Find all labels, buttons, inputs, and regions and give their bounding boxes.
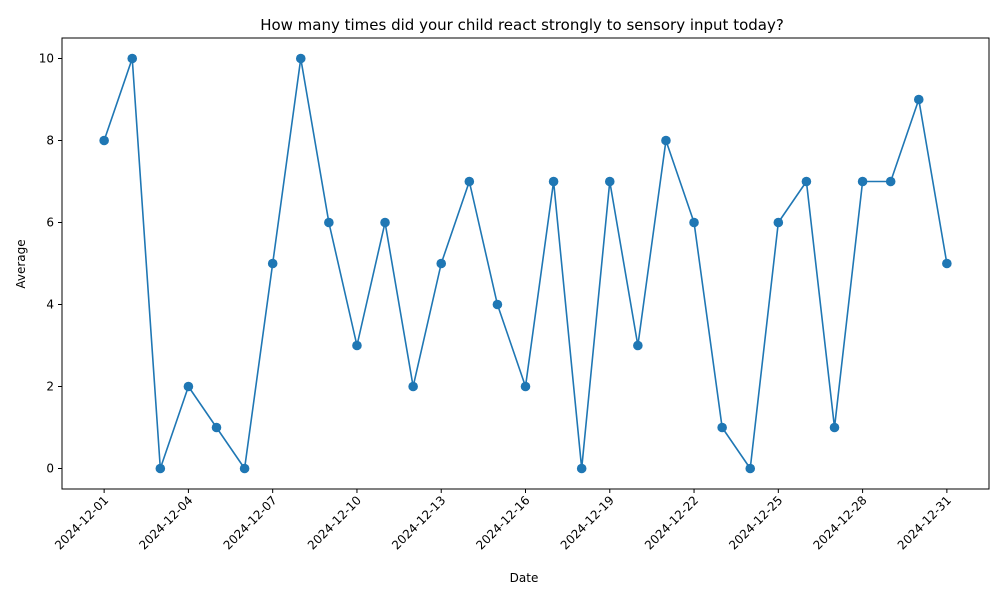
data-point xyxy=(295,53,306,64)
x-tick-label: 2024-12-07 xyxy=(221,493,280,552)
x-tick-label: 2024-12-10 xyxy=(305,493,364,552)
data-point xyxy=(717,422,727,433)
data-point xyxy=(520,381,531,392)
chart-title: How many times did your child react stro… xyxy=(260,16,784,34)
data-point xyxy=(492,299,503,310)
data-point xyxy=(801,176,812,187)
data-point xyxy=(267,258,278,269)
data-point xyxy=(239,463,250,474)
data-point xyxy=(885,176,896,187)
data-point xyxy=(548,176,559,187)
y-tick-label: 8 xyxy=(46,134,54,148)
data-point xyxy=(183,381,194,392)
data-point xyxy=(857,176,868,187)
data-point xyxy=(155,463,166,474)
data-point xyxy=(829,422,840,433)
data-point xyxy=(576,463,587,474)
x-tick-label: 2024-12-31 xyxy=(895,493,954,552)
data-point xyxy=(661,135,671,146)
data-point xyxy=(913,94,924,105)
x-tick-label: 2024-12-01 xyxy=(52,493,111,552)
data-point xyxy=(773,217,784,228)
x-tick-label: 2024-12-22 xyxy=(642,493,701,552)
y-tick-label: 6 xyxy=(46,216,54,230)
data-point xyxy=(604,176,615,187)
data-point xyxy=(99,135,109,146)
y-tick-label: 2 xyxy=(46,380,54,394)
data-point xyxy=(464,176,475,187)
x-tick-label: 2024-12-04 xyxy=(136,493,195,552)
data-point xyxy=(745,463,756,474)
data-point xyxy=(211,422,222,433)
plot-area-border xyxy=(61,37,990,490)
series-line xyxy=(103,57,948,470)
data-point xyxy=(436,258,447,269)
x-tick-label: 2024-12-19 xyxy=(558,493,617,552)
y-tick-label: 0 xyxy=(46,462,54,476)
data-point xyxy=(324,217,334,228)
series-layer xyxy=(99,53,952,474)
y-tick-label: 4 xyxy=(46,298,54,312)
data-point xyxy=(352,340,362,351)
x-axis-title: Date xyxy=(510,571,539,585)
plot-frame xyxy=(61,37,990,490)
x-tick-label: 2024-12-16 xyxy=(473,493,532,552)
data-point xyxy=(942,258,952,269)
data-point xyxy=(380,217,390,228)
data-point xyxy=(633,340,643,351)
data-point xyxy=(689,217,699,228)
y-axis-title: Average xyxy=(14,239,28,288)
data-point xyxy=(127,53,138,64)
y-tick-label: 10 xyxy=(39,52,54,66)
x-tick-label: 2024-12-13 xyxy=(389,493,448,552)
x-axis-ticks: 2024-12-01 2024-12-04 2024-12-07 2024-12-10… xyxy=(52,489,954,552)
x-tick-label: 2024-12-28 xyxy=(810,493,869,552)
x-tick-label: 2024-12-25 xyxy=(726,493,785,552)
data-point xyxy=(408,381,418,392)
y-axis-ticks: 0 2 4 6 8 10 xyxy=(39,52,62,476)
